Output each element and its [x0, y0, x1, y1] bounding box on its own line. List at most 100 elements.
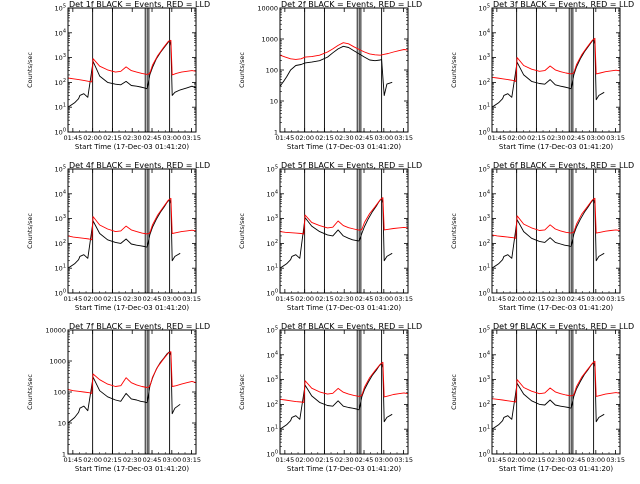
x-tick-label: 03:00 [162, 295, 181, 303]
x-tick-label: 02:00 [83, 295, 102, 303]
y-tick-label: 101 [479, 264, 490, 273]
y-tick-label: 101 [267, 264, 278, 273]
y-tick-label: 10 [270, 98, 278, 106]
panel-title: Det 1f BLACK = Events, RED = LLD [69, 0, 210, 9]
plot-frame [491, 7, 621, 133]
x-tick-label: 02:00 [295, 295, 314, 303]
y-tick-label: 1000 [49, 358, 66, 366]
y-tick-label: 105 [55, 165, 66, 174]
y-axis-title: Counts/sec [238, 374, 246, 410]
y-axis-title: Counts/sec [450, 52, 458, 88]
series-line-events [492, 38, 605, 108]
y-tick-label: 102 [479, 239, 490, 248]
plot-area [280, 169, 408, 293]
y-tick-label: 104 [479, 350, 490, 359]
y-tick-label: 105 [267, 165, 278, 174]
x-axis-title: Start Time (17-Dec-03 01:41:20) [499, 304, 613, 312]
y-tick-label: 100 [267, 450, 278, 459]
x-tick-label: 02:00 [507, 295, 526, 303]
panel-title: Det 6f BLACK = Events, RED = LLD [493, 161, 634, 170]
x-tick-label: 03:00 [374, 134, 393, 142]
x-tick-label: 02:15 [527, 295, 546, 303]
y-tick-label: 1 [62, 451, 66, 459]
series-line-events [68, 39, 196, 108]
y-tick-label: 1000 [261, 36, 278, 44]
x-axis-title: Start Time (17-Dec-03 01:41:20) [75, 304, 189, 312]
y-axis-title: Counts/sec [26, 213, 34, 249]
x-tick-label: 02:15 [315, 456, 334, 464]
x-tick-label: 02:15 [315, 295, 334, 303]
y-tick-label: 102 [55, 239, 66, 248]
x-tick-label: 03:00 [586, 295, 605, 303]
panel-det3f: Det 3f BLACK = Events, RED = LLD Counts/s… [450, 0, 634, 151]
plot-frame [491, 168, 621, 294]
x-tick-label: 03:15 [182, 134, 201, 142]
series-line-events [280, 45, 393, 96]
panel-det1f: Det 1f BLACK = Events, RED = LLD Counts/s… [26, 0, 210, 151]
plot-frame [279, 168, 409, 294]
y-tick-label: 10 [58, 420, 66, 428]
y-tick-label: 100 [479, 128, 490, 137]
y-tick-label: 100 [54, 389, 66, 397]
x-tick-label: 01:45 [487, 456, 506, 464]
panel-det6f: Det 6f BLACK = Events, RED = LLD Counts/s… [450, 161, 634, 312]
x-axis-title: Start Time (17-Dec-03 01:41:20) [499, 465, 613, 473]
y-axis-title: Counts/sec [238, 52, 246, 88]
y-tick-label: 104 [267, 189, 278, 198]
x-tick-label: 01:45 [487, 134, 506, 142]
panel-title: Det 5f BLACK = Events, RED = LLD [281, 161, 422, 170]
x-tick-label: 02:00 [83, 134, 102, 142]
x-tick-label: 02:00 [295, 456, 314, 464]
panel-det2f: Det 2f BLACK = Events, RED = LLD Counts/s… [238, 0, 422, 151]
y-tick-label: 100 [267, 289, 278, 298]
y-tick-label: 101 [55, 264, 66, 273]
panel-det8f: Det 8f BLACK = Events, RED = LLD Counts/s… [238, 322, 422, 473]
y-tick-label: 105 [479, 165, 490, 174]
plot-frame [279, 7, 409, 133]
y-tick-label: 10000 [45, 327, 66, 335]
y-tick-label: 104 [479, 28, 490, 37]
x-tick-label: 02:30 [335, 295, 354, 303]
y-tick-label: 105 [55, 4, 66, 13]
panel-title: Det 2f BLACK = Events, RED = LLD [281, 0, 422, 9]
x-tick-label: 03:15 [182, 456, 201, 464]
x-tick-label: 03:15 [182, 295, 201, 303]
panel-title: Det 8f BLACK = Events, RED = LLD [281, 322, 422, 331]
y-axis-title: Counts/sec [450, 213, 458, 249]
x-tick-label: 01:45 [275, 295, 294, 303]
x-tick-label: 02:45 [143, 456, 162, 464]
y-tick-label: 103 [55, 53, 66, 62]
y-tick-label: 103 [479, 214, 490, 223]
x-tick-label: 01:45 [63, 295, 82, 303]
plot-frame [67, 7, 197, 133]
y-tick-label: 1 [274, 129, 278, 137]
x-tick-label: 02:00 [507, 456, 526, 464]
series-line-events [280, 362, 393, 430]
y-tick-label: 103 [479, 375, 490, 384]
x-tick-label: 02:00 [507, 134, 526, 142]
x-tick-label: 01:45 [275, 134, 294, 142]
panel-det9f: Det 9f BLACK = Events, RED = LLD Counts/s… [450, 322, 634, 473]
x-axis-title: Start Time (17-Dec-03 01:41:20) [499, 143, 613, 151]
panel-title: Det 4f BLACK = Events, RED = LLD [69, 161, 210, 170]
series-line-events [492, 361, 605, 430]
x-tick-label: 03:15 [606, 295, 625, 303]
y-tick-label: 102 [267, 400, 278, 409]
series-line-events [492, 198, 605, 269]
series-line-lld [492, 37, 620, 82]
y-tick-label: 101 [267, 425, 278, 434]
x-tick-label: 02:45 [143, 134, 162, 142]
y-tick-label: 104 [267, 350, 278, 359]
panel-det4f: Det 4f BLACK = Events, RED = LLD Counts/s… [26, 161, 210, 312]
series-line-events [68, 198, 181, 269]
x-tick-label: 02:15 [315, 134, 334, 142]
x-tick-label: 02:15 [103, 134, 122, 142]
series-line-lld [68, 351, 196, 394]
plot-area [280, 8, 408, 132]
y-tick-label: 103 [267, 375, 278, 384]
y-tick-label: 101 [55, 103, 66, 112]
x-tick-label: 02:30 [335, 134, 354, 142]
x-tick-label: 03:00 [162, 134, 181, 142]
